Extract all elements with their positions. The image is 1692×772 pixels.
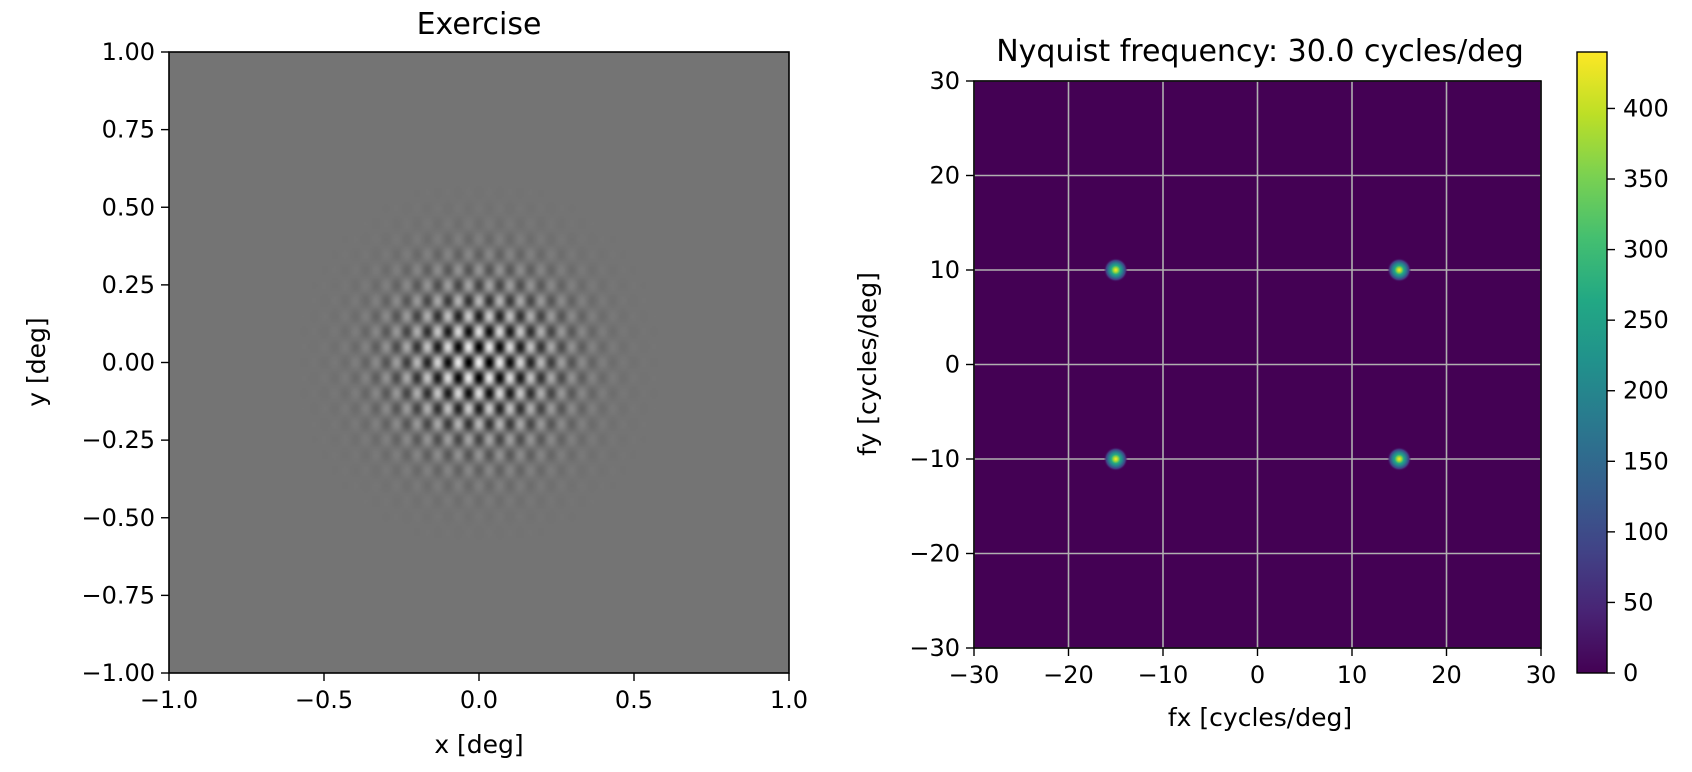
right-y-tick-label: −20 xyxy=(909,540,960,568)
right-y-tick-label: 30 xyxy=(929,67,960,95)
left-y-tick-label: −0.25 xyxy=(81,426,155,454)
spectrum-peak xyxy=(1103,258,1128,282)
colorbar-ticks: 0 50 100 150 200 250 300 350 400 xyxy=(1607,94,1669,687)
colorbar-tick-label: 250 xyxy=(1623,306,1669,334)
left-y-tick-label: −0.75 xyxy=(81,581,155,609)
right-y-tick-label: 0 xyxy=(945,351,960,379)
left-y-label: y [deg] xyxy=(22,317,51,406)
colorbar-frame xyxy=(1576,51,1608,674)
left-x-tick-label: −1.0 xyxy=(140,686,198,714)
left-y-tick-label: −0.50 xyxy=(81,504,155,532)
right-x-tick-label: 20 xyxy=(1431,661,1462,689)
left-y-tick-label: 0.50 xyxy=(102,193,155,221)
left-title: Exercise xyxy=(417,7,542,42)
colorbar-tick-label: 50 xyxy=(1623,588,1654,616)
right-x-tick-label: −30 xyxy=(949,661,1000,689)
spectrum-peak xyxy=(1387,258,1412,282)
colorbar-tick-label: 350 xyxy=(1623,165,1669,193)
right-y-ticks: 30 20 10 0 −10 −20 −30 xyxy=(909,67,974,662)
left-y-ticks: 1.00 0.75 0.50 0.25 0.00 −0.25 −0.50 −0.75 −1.00 xyxy=(81,38,169,687)
right-y-tick-label: −30 xyxy=(909,634,960,662)
colorbar-tick-label: 0 xyxy=(1623,659,1638,687)
left-x-label: x [deg] xyxy=(434,730,523,759)
left-x-ticks: −1.0 −0.5 0.0 0.5 1.0 xyxy=(140,673,808,714)
right-panel: Nyquist frequency: 30.0 cycles/deg −30 −2… xyxy=(853,34,1669,732)
left-y-tick-label: 1.00 xyxy=(102,38,155,66)
right-x-ticks: −30 −20 −10 0 10 20 30 xyxy=(949,648,1557,689)
left-y-tick-label: 0.00 xyxy=(102,349,155,377)
right-x-label: fx [cycles/deg] xyxy=(1168,703,1352,732)
spectrum-peak xyxy=(1387,447,1412,471)
right-x-tick-label: 30 xyxy=(1526,661,1557,689)
left-panel: Exercise −1.0 −0.5 0.0 0.5 1.0 1.00 0.75 0.50 0… xyxy=(22,7,808,759)
colorbar-tick-label: 200 xyxy=(1623,377,1669,405)
left-x-tick-label: −0.5 xyxy=(295,686,353,714)
right-y-tick-label: 10 xyxy=(929,256,960,284)
left-x-tick-label: 0.5 xyxy=(615,686,653,714)
right-x-tick-label: 10 xyxy=(1337,661,1368,689)
colorbar xyxy=(1577,52,1607,673)
left-y-tick-label: 0.25 xyxy=(102,271,155,299)
left-x-tick-label: 0.0 xyxy=(460,686,498,714)
right-title: Nyquist frequency: 30.0 cycles/deg xyxy=(996,34,1524,69)
right-x-tick-label: −10 xyxy=(1138,661,1189,689)
right-y-tick-label: 20 xyxy=(929,162,960,190)
right-peaks xyxy=(1103,258,1412,471)
left-y-tick-label: 0.75 xyxy=(102,116,155,144)
colorbar-tick-label: 400 xyxy=(1623,94,1669,122)
right-y-tick-label: −10 xyxy=(909,445,960,473)
colorbar-tick-label: 300 xyxy=(1623,236,1669,264)
right-x-tick-label: 0 xyxy=(1250,661,1265,689)
left-y-tick-label: −1.00 xyxy=(81,659,155,687)
colorbar-tick-label: 100 xyxy=(1623,518,1669,546)
right-y-label: fy [cycles/deg] xyxy=(853,272,882,456)
left-x-tick-label: 1.0 xyxy=(770,686,808,714)
right-x-tick-label: −20 xyxy=(1043,661,1094,689)
spectrum-peak xyxy=(1103,447,1128,471)
colorbar-tick-label: 150 xyxy=(1623,447,1669,475)
left-image-heatmap xyxy=(169,52,789,673)
